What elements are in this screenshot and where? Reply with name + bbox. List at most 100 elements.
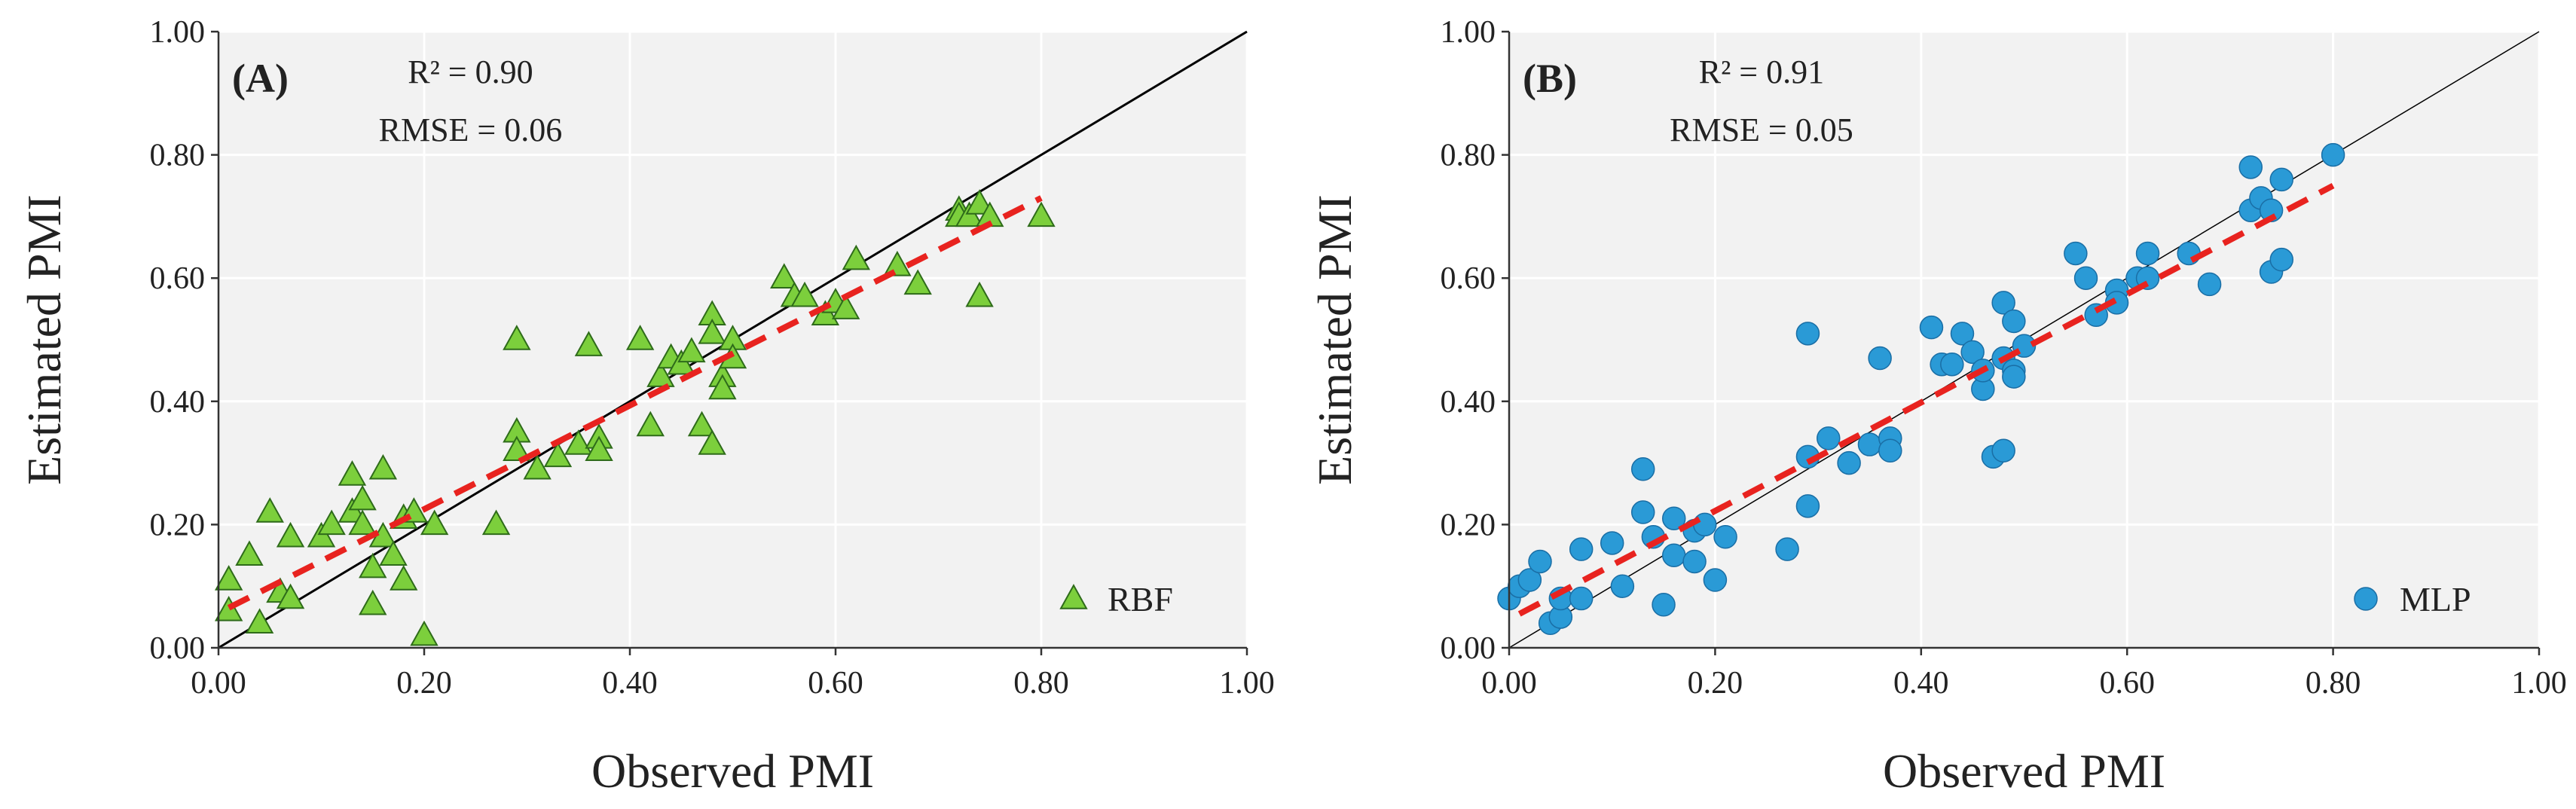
data-point-triangle	[625, 325, 655, 350]
data-point-triangle	[359, 552, 387, 579]
data-point-circle	[1682, 549, 1707, 574]
x-tick-label: 0.40	[602, 666, 658, 701]
data-point-circle	[1713, 525, 1737, 549]
data-point-circle	[1569, 586, 1594, 611]
data-points	[1497, 142, 2345, 636]
data-point-triangle	[235, 540, 264, 566]
y-tick-label: 0.40	[150, 385, 206, 420]
x-tick-label: 0.20	[1688, 666, 1743, 701]
data-point-circle	[1600, 531, 1624, 555]
legend-marker	[1059, 584, 1088, 609]
data-point-circle	[1795, 322, 1820, 346]
data-point-triangle	[338, 497, 367, 523]
fit-line	[227, 195, 1043, 611]
data-point-circle	[1940, 352, 1964, 377]
data-point-triangle	[708, 374, 737, 400]
data-point-circle	[1991, 438, 2015, 463]
legend-marker	[2354, 587, 2378, 611]
data-point-circle	[2321, 142, 2345, 167]
data-point-circle	[1517, 568, 1542, 592]
y-tick-label: 1.00	[1441, 15, 1496, 50]
data-point-triangle	[790, 281, 819, 307]
data-point-triangle	[503, 435, 531, 461]
data-point-circle	[2064, 241, 2088, 266]
data-point-triangle	[842, 244, 870, 270]
data-point-triangle	[214, 596, 243, 621]
y-tick-label: 0.20	[150, 508, 206, 542]
data-point-triangle	[543, 441, 573, 468]
legend-triangle-marker	[1059, 584, 1088, 609]
y-tick-label: 0.80	[1441, 139, 1496, 173]
x-tick-label: 0.60	[2099, 666, 2155, 701]
data-point-triangle	[667, 349, 695, 375]
data-point-triangle	[770, 263, 799, 288]
panel-label: (A)	[232, 56, 289, 101]
x-axis-title: Observed PMI	[591, 744, 874, 798]
data-point-circle	[1857, 432, 1882, 456]
y-tick-label: 0.40	[1441, 385, 1496, 420]
data-point-circle	[1960, 340, 1985, 365]
data-point-circle	[2002, 365, 2026, 389]
data-point-triangle	[410, 620, 439, 646]
data-point-triangle	[831, 294, 860, 319]
data-point-circle	[1795, 494, 1820, 518]
data-point-circle	[2269, 247, 2293, 272]
x-tick-label: 0.00	[1481, 666, 1537, 701]
data-point-circle	[1630, 457, 1655, 481]
data-point-triangle	[348, 484, 377, 511]
data-point-triangle	[368, 453, 398, 480]
y-tick-label: 0.00	[1441, 631, 1496, 666]
data-point-circle	[1661, 506, 1686, 530]
data-point-circle	[2177, 241, 2201, 266]
y-tick-labels: 0.00 0.20 0.40 0.60 0.80 1.00	[150, 15, 206, 666]
legend-circle-marker	[2354, 587, 2378, 611]
data-point-triangle	[390, 565, 418, 591]
y-tick-label: 0.20	[1441, 508, 1496, 542]
data-point-circle	[2269, 167, 2293, 192]
data-point-circle	[1692, 512, 1717, 537]
x-tick-label: 0.20	[396, 666, 452, 701]
y-tick-label: 1.00	[150, 15, 206, 50]
data-point-triangle	[348, 509, 377, 536]
data-point-triangle	[523, 453, 552, 480]
x-tick-label: 1.00	[2511, 666, 2567, 701]
x-tick-label: 0.80	[1013, 666, 1069, 701]
data-point-triangle	[245, 608, 274, 634]
data-point-triangle	[359, 589, 387, 615]
legend-label: MLP	[2400, 580, 2471, 618]
data-point-triangle	[338, 460, 367, 486]
data-point-triangle	[214, 565, 243, 591]
data-point-triangle	[698, 429, 726, 455]
x-tick-label: 0.00	[191, 666, 246, 701]
data-point-circle	[1919, 315, 1944, 340]
x-tick-label: 0.80	[2306, 666, 2361, 701]
data-point-triangle	[687, 411, 717, 437]
data-point-triangle	[903, 269, 932, 295]
data-point-circle	[2197, 272, 2222, 297]
data-point-triangle	[677, 337, 706, 363]
data-point-circle	[1630, 500, 1655, 524]
data-point-triangle	[481, 509, 511, 536]
data-point-circle	[2002, 309, 2026, 334]
data-point-circle	[2238, 155, 2263, 179]
data-point-circle	[1950, 322, 1975, 346]
data-point-triangle	[317, 509, 346, 536]
data-points	[214, 189, 1056, 646]
r2-annotation: R² = 0.90	[408, 53, 533, 90]
data-point-triangle	[965, 281, 994, 307]
data-point-triangle	[379, 540, 408, 566]
data-point-triangle	[646, 362, 675, 387]
y-tick-label: 0.80	[150, 139, 206, 173]
r2-annotation: R² = 0.91	[1699, 53, 1824, 90]
y-tick-label: 0.00	[150, 631, 206, 666]
data-point-triangle	[883, 250, 912, 276]
data-point-triangle	[255, 497, 284, 523]
panel-label: (B)	[1523, 56, 1577, 101]
data-point-triangle	[636, 411, 665, 437]
y-axis-title: Estimated PMI	[1308, 194, 1361, 485]
y-tick-labels: 0.00 0.20 0.40 0.60 0.80 1.00	[1441, 15, 1496, 666]
axes	[1502, 30, 2541, 655]
data-point-circle	[1661, 543, 1686, 568]
data-point-circle	[1569, 537, 1594, 561]
